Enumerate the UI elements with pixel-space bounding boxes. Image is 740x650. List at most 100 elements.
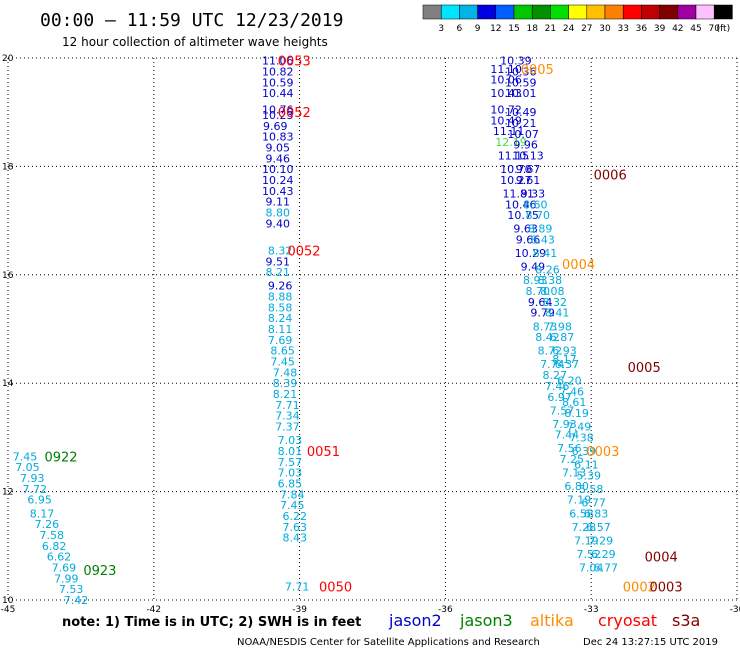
colorbar-swatch	[713, 4, 733, 20]
wave-height-label: 7.05	[15, 461, 40, 474]
wave-height-label: 6.57	[586, 521, 611, 534]
x-axis: -45 -42 -39 -36 -33 -30	[1, 605, 740, 615]
wave-height-label: 7.04	[579, 561, 604, 574]
wave-height-label: 10.75	[507, 209, 539, 222]
colorbar-tick-label: 15	[508, 24, 519, 34]
wave-height-label: 7.99	[54, 572, 79, 585]
colorbar-swatch	[477, 4, 497, 20]
wave-height-label: 6.11	[574, 459, 599, 472]
wave-height-label: 7.98	[547, 320, 572, 333]
wave-height-label: 7.42	[64, 594, 89, 607]
wave-height-label: 11.81	[503, 188, 535, 201]
wave-height-label: 10.43	[490, 87, 522, 100]
wave-height-label: 10.76	[262, 103, 294, 116]
wave-height-label: 10.07	[507, 128, 539, 141]
wave-height-label: 6.82	[42, 540, 67, 553]
wave-height-label: 10.49	[490, 114, 522, 127]
colorbar-swatch	[422, 4, 442, 20]
colorbar-tick-label: 9	[475, 24, 481, 34]
chart-title: 00:00 — 11:59 UTC 12/23/2019	[40, 10, 343, 31]
track-pass-label: 0003	[586, 445, 619, 460]
footer-credit: NOAA/NESDIS Center for Satellite Applica…	[237, 637, 540, 648]
wave-height-label: 10.72	[490, 103, 522, 116]
y-tick-label: 16	[2, 271, 14, 281]
colorbar-tick-label: 27	[581, 24, 592, 34]
wave-height-label: 8.24	[268, 312, 293, 325]
wave-height-label: 7.53	[59, 583, 84, 596]
track-pass-label: 0051	[307, 445, 340, 460]
wave-height-label: 10.70	[500, 163, 532, 176]
wave-height-label: 7.28	[572, 521, 597, 534]
wave-height-label: 8.43	[282, 532, 307, 545]
wave-height-label: 8.39	[273, 377, 298, 390]
wave-height-label: 7.44	[555, 429, 580, 442]
wave-height-label: 8.41	[533, 247, 558, 260]
wave-height-label: 10.36	[505, 66, 537, 79]
x-tick-label: -33	[584, 605, 599, 615]
wave-height-label: 10.01	[505, 87, 537, 100]
wave-height-label: 10.83	[262, 131, 294, 144]
x-tick-label: -36	[438, 605, 453, 615]
wave-height-label: 10.13	[512, 150, 544, 163]
y-tick-label: 20	[2, 54, 14, 64]
wave-height-label: 8.61	[562, 396, 587, 409]
wave-height-label: 10.27	[500, 174, 532, 187]
wave-height-label: 7.19	[567, 494, 592, 507]
wave-height-label: 6.80	[564, 480, 589, 493]
colorbar-tick-label: 30	[599, 24, 611, 34]
wave-height-label: 8.17	[30, 507, 55, 520]
wave-height-label: 12.19	[495, 136, 527, 149]
wave-height-label: 6.39	[572, 445, 597, 458]
wave-height-label: 6.58	[569, 507, 594, 520]
wave-height-label: 7.49	[567, 421, 592, 434]
wave-height-label: 9.46	[265, 152, 290, 165]
wave-height-label: 8.80	[265, 206, 290, 219]
colorbar-swatch	[568, 4, 588, 20]
colorbar-swatch	[495, 4, 515, 20]
wave-height-label: 8.21	[265, 266, 290, 279]
wave-height-label: 9.11	[265, 196, 290, 209]
wave-height-label: 7.19	[574, 534, 599, 547]
wave-height-label: 8.70	[525, 285, 550, 298]
wave-height-label: 8.21	[273, 388, 298, 401]
wave-height-label: 11.15	[498, 150, 530, 163]
wave-height-label: 7.48	[273, 366, 298, 379]
legend: jason2 jason3 altika cryosat s3a	[388, 611, 700, 630]
wave-height-label: 9.33	[521, 188, 546, 201]
wave-height-label: 8.27	[543, 369, 568, 382]
wave-height-label: 10.24	[262, 174, 294, 187]
wave-height-label: 8.38	[538, 274, 563, 287]
colorbar-tick-label: 33	[617, 24, 628, 34]
wave-height-label: 8.17	[552, 353, 577, 366]
colorbar-swatch	[459, 4, 478, 20]
track-pass-label: 0923	[83, 564, 116, 579]
wave-height-label: 7.72	[22, 483, 47, 496]
wave-height-label: 6.20	[557, 374, 582, 387]
colorbar-tick-label: 39	[654, 24, 666, 34]
wave-height-label: 7.38	[569, 431, 594, 444]
wave-height-label: 11.10	[490, 63, 522, 76]
wave-height-label: 9.51	[265, 255, 290, 268]
wave-height-label: 7.84	[280, 488, 305, 501]
wave-height-label: 7.57	[550, 404, 575, 417]
wave-height-label: 6.87	[550, 331, 575, 344]
wave-height-label: 5.58	[579, 483, 604, 496]
wave-height-label: 9.26	[268, 280, 293, 293]
wave-height-label: 9.61	[516, 174, 541, 187]
wave-height-label: 7.69	[52, 561, 77, 574]
wave-height-label: 7.25	[560, 453, 585, 466]
colorbar: 3 6 9 12 15 18 21 24 27 30 33 36 39 42 45 70(ft)	[422, 4, 733, 34]
wave-height-label: 7.69	[268, 334, 293, 347]
wave-height-label: 10.21	[505, 117, 537, 130]
wave-height-label: 6.95	[27, 494, 52, 507]
wave-height-label: 10.39	[500, 55, 532, 68]
wave-height-label: 6.93	[552, 345, 577, 358]
wave-height-label: 8.70	[525, 209, 550, 222]
wave-height-label: 10.49	[505, 106, 537, 119]
wave-height-label: 7.45	[270, 356, 295, 369]
wave-height-label: 8.88	[268, 290, 293, 303]
wave-height-label: 10.59	[262, 76, 294, 89]
wave-height-label: 9.63	[513, 223, 538, 236]
legend-item-s3a: s3a	[672, 611, 700, 630]
